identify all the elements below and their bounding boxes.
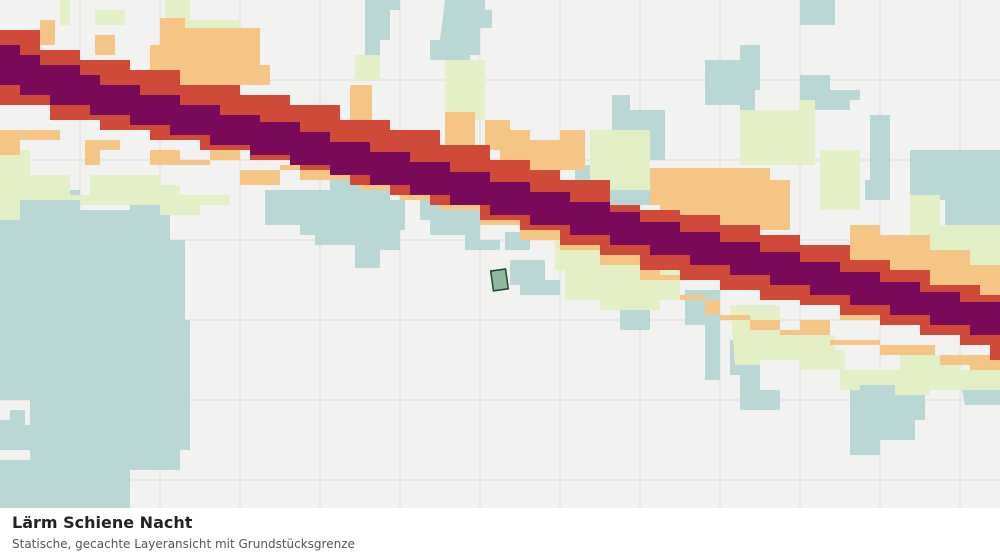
map-view [0, 0, 1000, 508]
parcel-boundary [489, 268, 510, 292]
building-layer [0, 0, 1000, 508]
map-title: Lärm Schiene Nacht [12, 513, 193, 532]
noise-zone-over-60 [0, 45, 1000, 335]
map-subtitle: Statische, gecachte Layeransicht mit Gru… [12, 537, 355, 551]
